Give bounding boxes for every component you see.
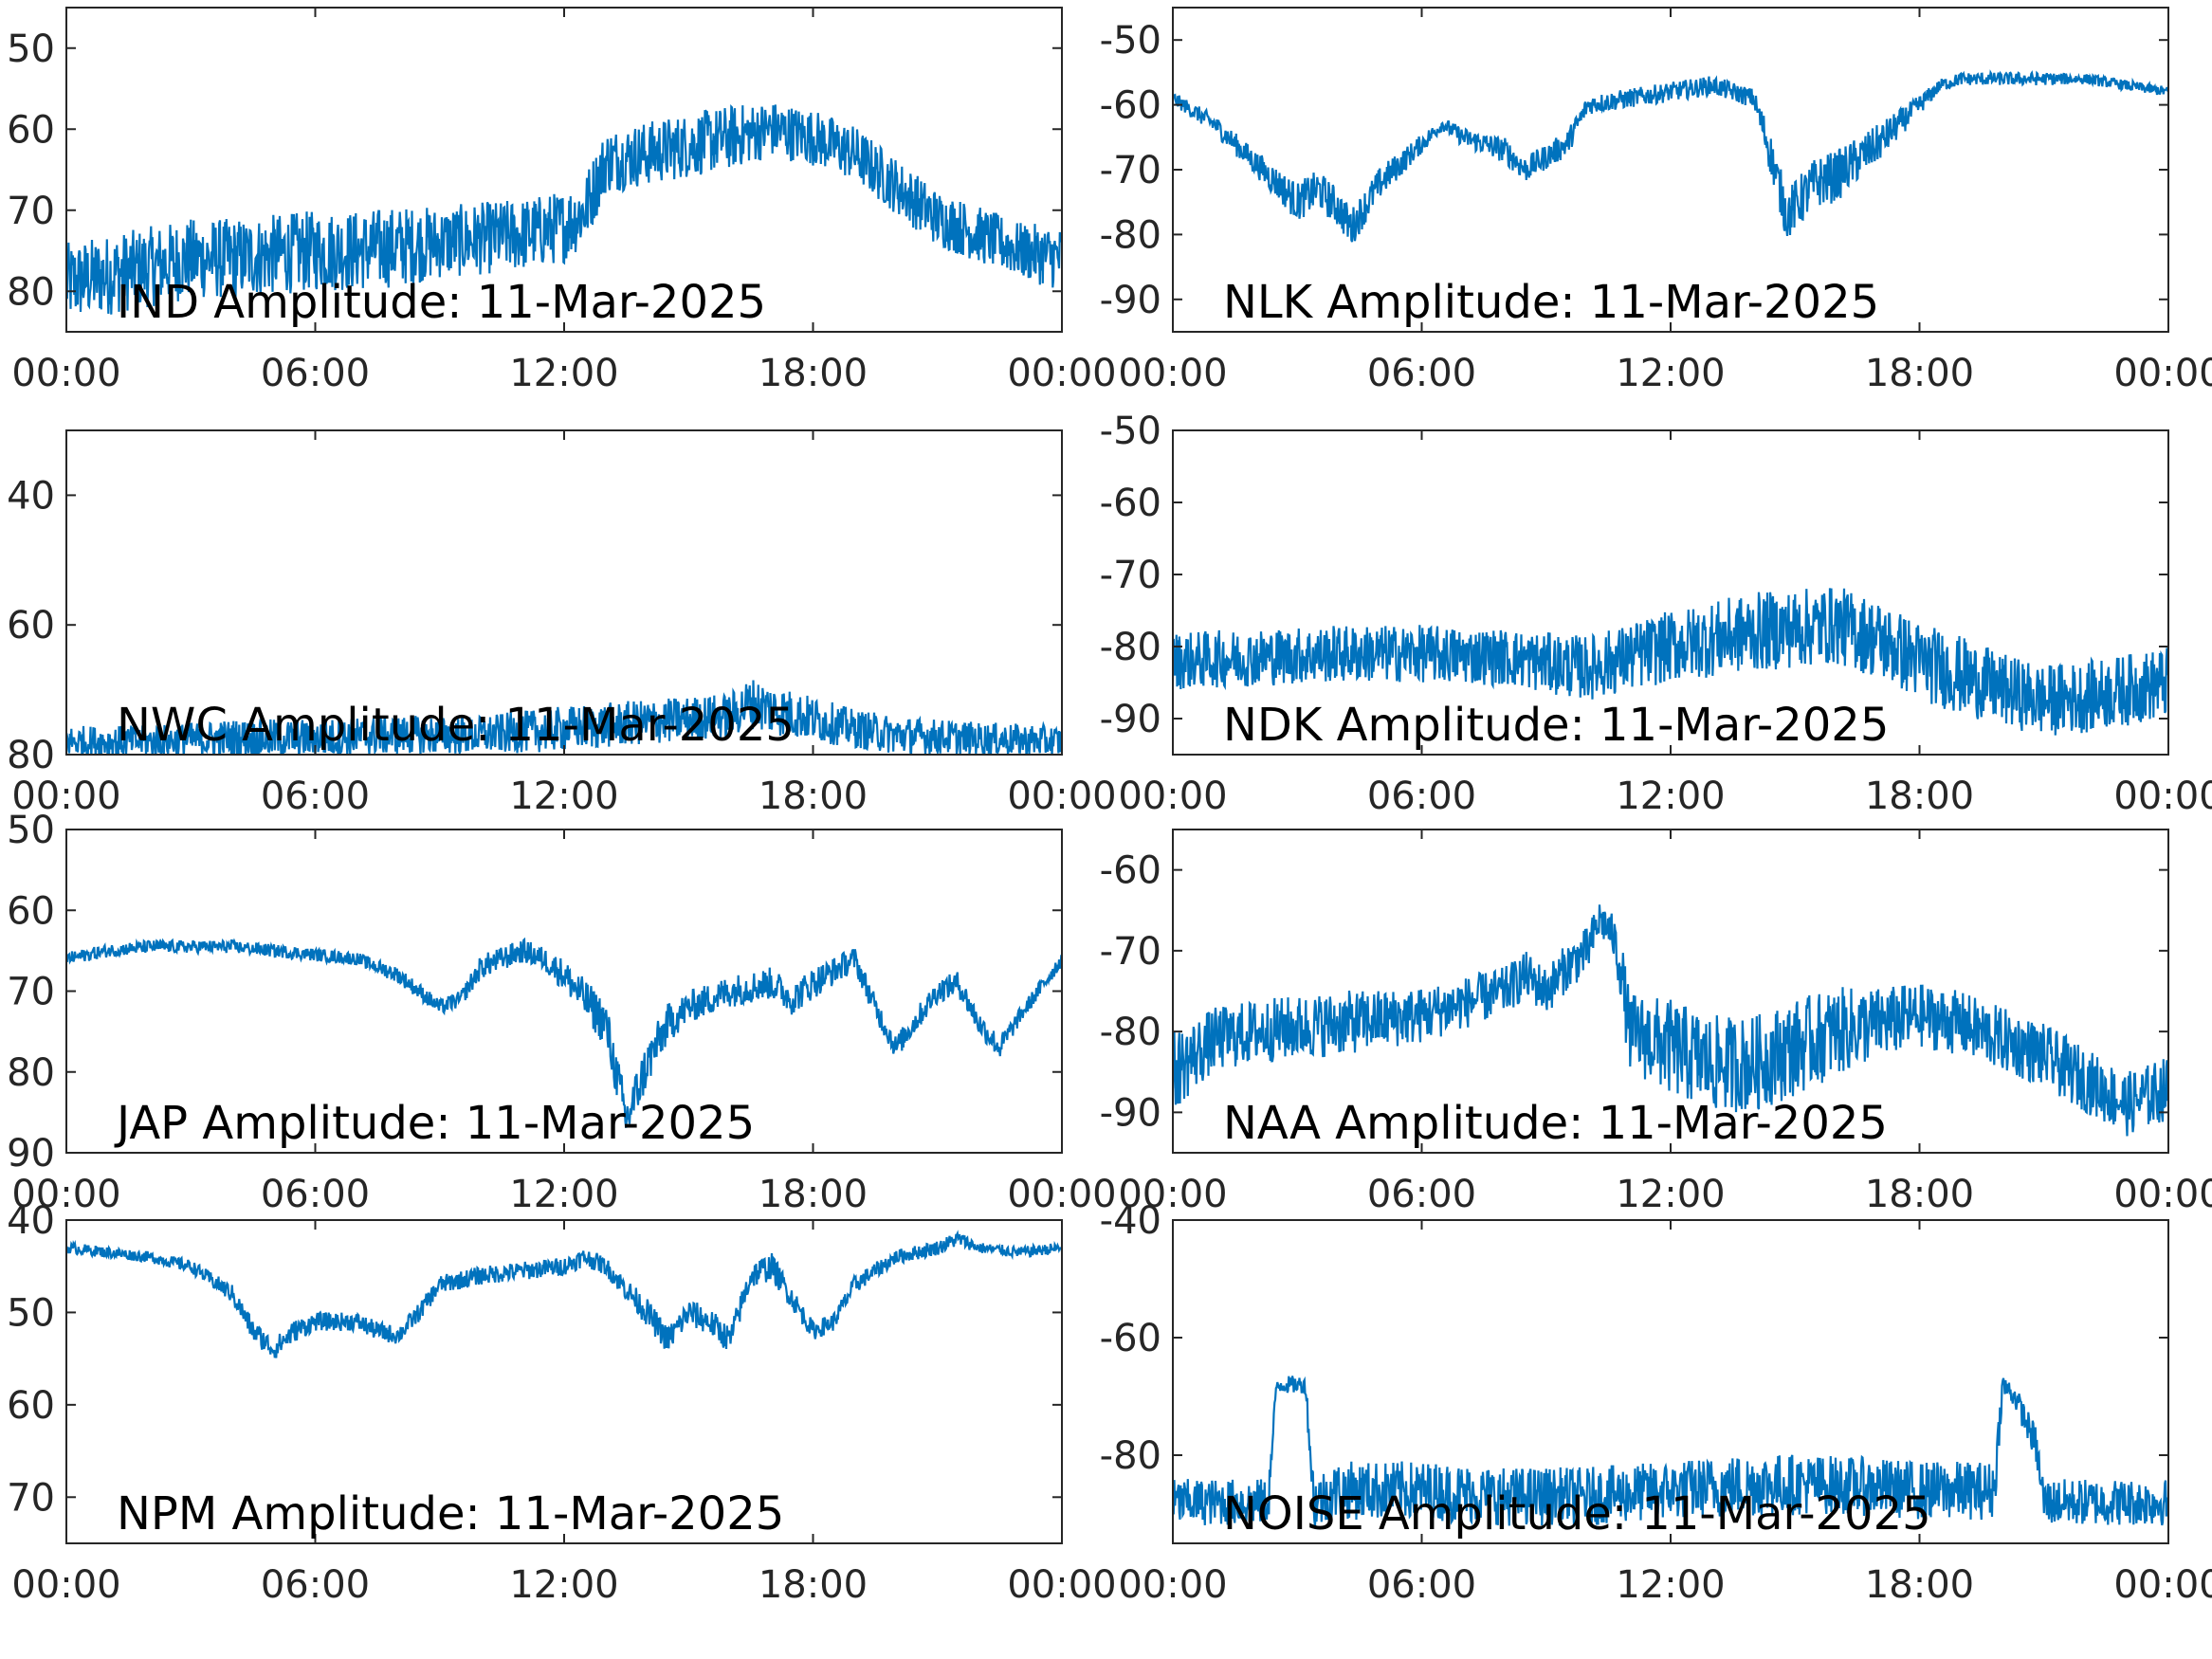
x-tick-label: 18:00 <box>759 775 868 818</box>
x-tick-label: 06:00 <box>261 352 370 395</box>
y-tick-label: 50 <box>7 809 55 852</box>
series-line <box>1173 69 2168 243</box>
x-tick-label: 18:00 <box>759 1173 868 1216</box>
x-tick-label: 00:00 <box>1118 1173 1227 1216</box>
x-tick-label: 00:00 <box>2113 1563 2212 1607</box>
y-tick-label: 60 <box>7 1384 55 1428</box>
y-tick-label: -50 <box>1100 410 1161 453</box>
chart-panel-1: 00:00 06:00 12:00 18:00 00:00 -90 -80 -70 -60 -50… <box>1100 7 2212 395</box>
panel-title: JAP Amplitude: 11-Mar-2025 <box>114 1097 755 1150</box>
chart-panel-3: 00:00 06:00 12:00 18:00 00:00 -90 -80 -70 -60 -50… <box>1100 410 2212 818</box>
x-tick-label: 00:00 <box>1007 352 1116 395</box>
chart-panel-7: 00:00 06:00 12:00 18:00 00:00 -80 -60 -40 NOISE … <box>1100 1199 2212 1607</box>
y-tick-label: 60 <box>7 108 55 152</box>
x-tick-label: 12:00 <box>509 775 618 818</box>
x-tick-label: 06:00 <box>261 1173 370 1216</box>
series-line <box>1173 1376 2168 1527</box>
y-tick-label: -80 <box>1100 213 1161 257</box>
y-tick-label: -90 <box>1100 698 1161 741</box>
x-tick-label: 00:00 <box>11 352 120 395</box>
x-tick-label: 06:00 <box>261 775 370 818</box>
y-tick-label: 40 <box>7 1199 55 1243</box>
y-tick-label: 60 <box>7 604 55 647</box>
x-tick-label: 06:00 <box>261 1563 370 1607</box>
x-tick-label: 12:00 <box>509 1563 618 1607</box>
y-tick-label: -80 <box>1100 626 1161 669</box>
x-tick-label: 06:00 <box>1367 1173 1476 1216</box>
y-tick-label: 70 <box>7 190 55 233</box>
x-tick-label: 00:00 <box>2113 775 2212 818</box>
panel-title: NPM Amplitude: 11-Mar-2025 <box>117 1487 784 1540</box>
y-tick-label: -40 <box>1100 1199 1161 1243</box>
x-tick-label: 06:00 <box>1367 1563 1476 1607</box>
y-tick-label: -70 <box>1100 554 1161 597</box>
series-line <box>1173 588 2168 736</box>
x-tick-label: 12:00 <box>1616 352 1725 395</box>
y-tick-label: 80 <box>7 270 55 314</box>
x-tick-label: 12:00 <box>509 352 618 395</box>
x-tick-label: 00:00 <box>1007 1563 1116 1607</box>
x-tick-label: 18:00 <box>759 352 868 395</box>
panel-title: NWC Amplitude: 11-Mar-2025 <box>117 699 795 752</box>
x-tick-label: 12:00 <box>1616 775 1725 818</box>
panel-title: NAA Amplitude: 11-Mar-2025 <box>1223 1097 1888 1150</box>
y-tick-label: -80 <box>1100 1434 1161 1478</box>
y-tick-label: -60 <box>1100 1317 1161 1360</box>
x-tick-label: 00:00 <box>1118 1563 1227 1607</box>
x-tick-label: 18:00 <box>1865 1173 1974 1216</box>
y-tick-label: -70 <box>1100 149 1161 192</box>
x-tick-label: 18:00 <box>1865 352 1974 395</box>
x-tick-label: 00:00 <box>2113 1173 2212 1216</box>
y-tick-label: 50 <box>7 1291 55 1335</box>
series-line <box>66 103 1062 315</box>
series-line <box>66 1230 1062 1358</box>
x-tick-label: 18:00 <box>759 1563 868 1607</box>
y-tick-label: 80 <box>7 734 55 777</box>
y-tick-label: 60 <box>7 889 55 933</box>
x-tick-label: 06:00 <box>1367 352 1476 395</box>
series-line <box>1173 904 2168 1137</box>
panel-title: NLK Amplitude: 11-Mar-2025 <box>1223 276 1879 329</box>
x-tick-label: 06:00 <box>1367 775 1476 818</box>
chart-panel-5: 00:00 06:00 12:00 18:00 00:00 -90 -80 -70 -60 NAA… <box>1100 829 2212 1216</box>
x-tick-label: 00:00 <box>1118 352 1227 395</box>
y-tick-label: 90 <box>7 1132 55 1176</box>
series-line <box>66 937 1062 1128</box>
y-tick-label: -90 <box>1100 279 1161 322</box>
panel-title: NDK Amplitude: 11-Mar-2025 <box>1223 699 1889 752</box>
y-tick-label: -60 <box>1100 84 1161 128</box>
y-tick-label: 40 <box>7 474 55 518</box>
x-tick-label: 00:00 <box>1118 775 1227 818</box>
x-tick-label: 18:00 <box>1865 1563 1974 1607</box>
x-tick-label: 12:00 <box>509 1173 618 1216</box>
y-tick-label: -80 <box>1100 1011 1161 1054</box>
y-tick-label: -50 <box>1100 19 1161 63</box>
y-tick-label: -70 <box>1100 930 1161 974</box>
panel-title: IND Amplitude: 11-Mar-2025 <box>117 276 766 329</box>
y-tick-label: 50 <box>7 27 55 71</box>
x-tick-label: 00:00 <box>11 1563 120 1607</box>
y-tick-label: 70 <box>7 1476 55 1520</box>
x-tick-label: 00:00 <box>11 1173 120 1216</box>
y-tick-label: 80 <box>7 1051 55 1095</box>
x-tick-label: 12:00 <box>1616 1173 1725 1216</box>
chart-panel-6: 00:00 06:00 12:00 18:00 00:00 70 60 50 40 NPM Amp… <box>7 1199 1117 1607</box>
x-tick-label: 00:00 <box>1007 775 1116 818</box>
x-tick-label: 00:00 <box>1007 1173 1116 1216</box>
y-tick-label: -90 <box>1100 1091 1161 1135</box>
x-tick-label: 12:00 <box>1616 1563 1725 1607</box>
y-tick-label: 70 <box>7 971 55 1014</box>
x-tick-label: 18:00 <box>1865 775 1974 818</box>
y-tick-label: -60 <box>1100 482 1161 525</box>
panel-title: NOISE Amplitude: 11-Mar-2025 <box>1223 1487 1931 1540</box>
y-tick-label: -60 <box>1100 849 1161 893</box>
chart-panel-0: 00:00 06:00 12:00 18:00 00:00 80 70 60 50 IND Amp… <box>7 7 1117 395</box>
x-tick-label: 00:00 <box>2113 352 2212 395</box>
x-tick-label: 00:00 <box>11 775 120 818</box>
